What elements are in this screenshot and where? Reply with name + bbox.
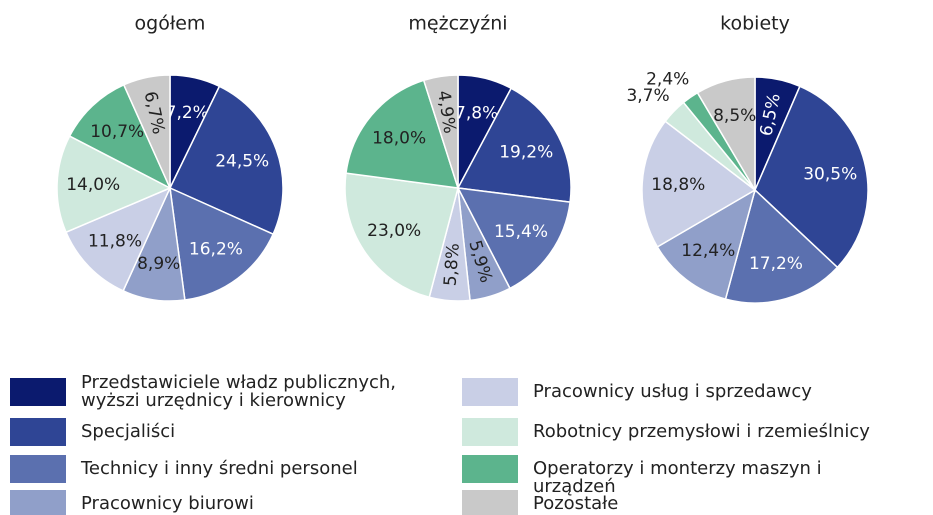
pie-slice	[169, 186, 275, 301]
pie-slice	[724, 188, 839, 304]
legend-swatch	[10, 378, 66, 406]
legend-swatch	[10, 490, 66, 515]
value-label: 7,2%	[166, 103, 209, 123]
value-label: 8,5%	[713, 106, 756, 126]
value-label: 15,4%	[494, 222, 548, 242]
pie-slice	[345, 79, 460, 189]
legend-swatch	[10, 418, 66, 446]
pie-slice	[754, 85, 869, 269]
pie-slice	[56, 135, 172, 234]
legend-label: Robotnicy przemysłowi i rzemieślnicy	[533, 421, 870, 442]
value-label: 8,9%	[137, 254, 180, 274]
value-label: 24,5%	[215, 152, 269, 172]
pie-slice	[65, 186, 172, 292]
legend-label: Pracownicy biurowi	[81, 493, 254, 514]
legend-swatch	[462, 455, 518, 483]
pie-slice	[696, 76, 756, 193]
pie-charts: ogółem7,2%24,5%16,2%8,9%11,8%14,0%10,7%6…	[56, 13, 869, 304]
legend-swatch	[462, 490, 518, 515]
legend-label: Przedstawiciele władz publicznych, wyższ…	[81, 372, 396, 411]
value-label: 10,7%	[90, 122, 144, 142]
pie-title: kobiety	[720, 13, 790, 35]
pie-slice	[68, 83, 172, 190]
value-label: 23,0%	[367, 221, 421, 241]
pie-slice	[344, 172, 459, 299]
value-label: 17,2%	[749, 254, 803, 274]
legend-swatch	[462, 378, 518, 406]
value-label: 7,8%	[455, 103, 498, 123]
pie-slice	[122, 74, 171, 189]
value-label: 19,2%	[499, 143, 553, 163]
value-label: 5,8%	[441, 242, 464, 287]
value-label: 18,8%	[651, 175, 705, 195]
legend-label: Operatorzy i monterzy maszyn i urządzeń	[533, 458, 822, 497]
value-label: 3,7%	[626, 86, 669, 106]
pie-slice	[456, 87, 572, 204]
value-label: 11,8%	[88, 232, 142, 252]
legend-swatch	[10, 455, 66, 483]
value-label: 12,4%	[681, 241, 735, 261]
pie-slice	[641, 120, 757, 248]
value-label: 16,2%	[189, 240, 243, 260]
pie-slice	[168, 85, 284, 236]
legend-label: Pozostałe	[533, 493, 619, 514]
pie-slice	[656, 188, 757, 301]
pie-title: ogółem	[135, 13, 206, 35]
pie-title: mężczyźni	[408, 13, 507, 35]
value-label: 30,5%	[803, 164, 857, 184]
pie-slice	[422, 74, 459, 189]
legend-label: Pracownicy usług i sprzedawcy	[533, 381, 812, 402]
legend-label: Specjaliści	[81, 421, 176, 442]
pie-slice	[456, 187, 571, 290]
value-label: 2,4%	[646, 69, 689, 89]
legend-label: Technicy i inny średni personel	[81, 458, 358, 479]
legend-swatch	[462, 418, 518, 446]
value-label: 18,0%	[372, 129, 426, 149]
value-label: 14,0%	[66, 175, 120, 195]
